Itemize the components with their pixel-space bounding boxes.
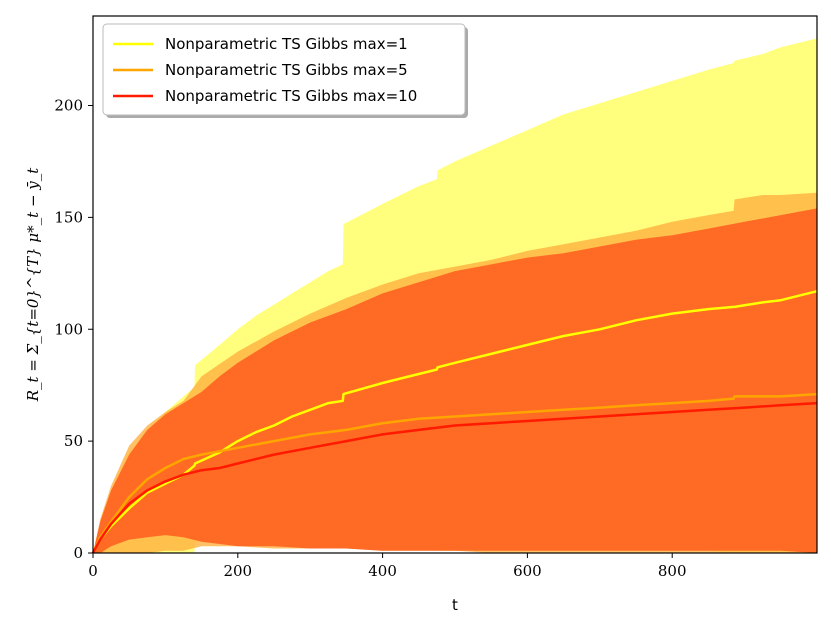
x-tick-label: 0 <box>88 562 98 580</box>
x-tick-label: 800 <box>658 562 687 580</box>
mean-line-series-3 <box>91 401 818 554</box>
y-axis: 0 50 100 150 200 <box>54 97 93 562</box>
y-tick-label: 50 <box>64 432 83 450</box>
y-tick-label: 150 <box>54 208 83 226</box>
x-axis-label: t <box>452 596 458 614</box>
legend-label-3: Nonparametric TS Gibbs max=10 <box>165 87 417 105</box>
y-axis-label: R_t = Σ_{t=0}^{T} μ*_t − ȳ_t <box>24 167 42 403</box>
mean-lines <box>91 289 818 554</box>
band-series-3 <box>93 208 817 553</box>
y-tick-label: 0 <box>73 544 83 562</box>
legend-label-2: Nonparametric TS Gibbs max=5 <box>165 61 408 79</box>
y-tick-label: 200 <box>54 97 83 115</box>
mean-line-series-2 <box>91 392 818 554</box>
legend-box <box>102 23 466 116</box>
legend: Nonparametric TS Gibbs max=1 Nonparametri… <box>102 23 468 118</box>
x-tick-label: 600 <box>513 562 542 580</box>
x-tick-label: 400 <box>368 562 397 580</box>
x-tick-label: 200 <box>223 562 252 580</box>
legend-label-1: Nonparametric TS Gibbs max=1 <box>165 35 408 53</box>
x-axis: 0 200 400 600 800 <box>88 553 687 580</box>
y-tick-label: 100 <box>54 320 83 338</box>
plot-frame <box>92 15 818 554</box>
